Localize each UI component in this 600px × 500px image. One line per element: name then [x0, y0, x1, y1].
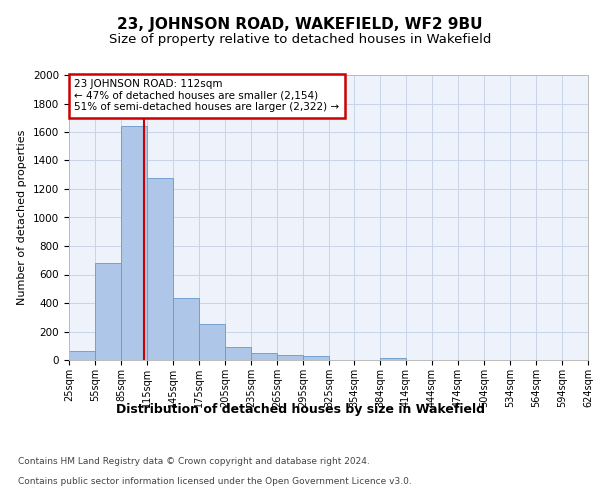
- Bar: [380, 358, 406, 360]
- Bar: [95, 263, 121, 360]
- Y-axis label: Number of detached properties: Number of detached properties: [17, 130, 28, 305]
- Bar: [199, 324, 225, 360]
- Bar: [147, 178, 173, 360]
- Text: Distribution of detached houses by size in Wakefield: Distribution of detached houses by size …: [115, 402, 485, 415]
- Text: Size of property relative to detached houses in Wakefield: Size of property relative to detached ho…: [109, 32, 491, 46]
- Bar: [121, 126, 147, 360]
- Bar: [69, 350, 95, 360]
- Text: Contains HM Land Registry data © Crown copyright and database right 2024.: Contains HM Land Registry data © Crown c…: [18, 458, 370, 466]
- Text: Contains public sector information licensed under the Open Government Licence v3: Contains public sector information licen…: [18, 478, 412, 486]
- Bar: [225, 347, 251, 360]
- Text: 23, JOHNSON ROAD, WAKEFIELD, WF2 9BU: 23, JOHNSON ROAD, WAKEFIELD, WF2 9BU: [117, 18, 483, 32]
- Bar: [173, 298, 199, 360]
- Bar: [277, 355, 303, 360]
- Bar: [251, 353, 277, 360]
- Text: 23 JOHNSON ROAD: 112sqm
← 47% of detached houses are smaller (2,154)
51% of semi: 23 JOHNSON ROAD: 112sqm ← 47% of detache…: [74, 80, 340, 112]
- Bar: [303, 356, 329, 360]
